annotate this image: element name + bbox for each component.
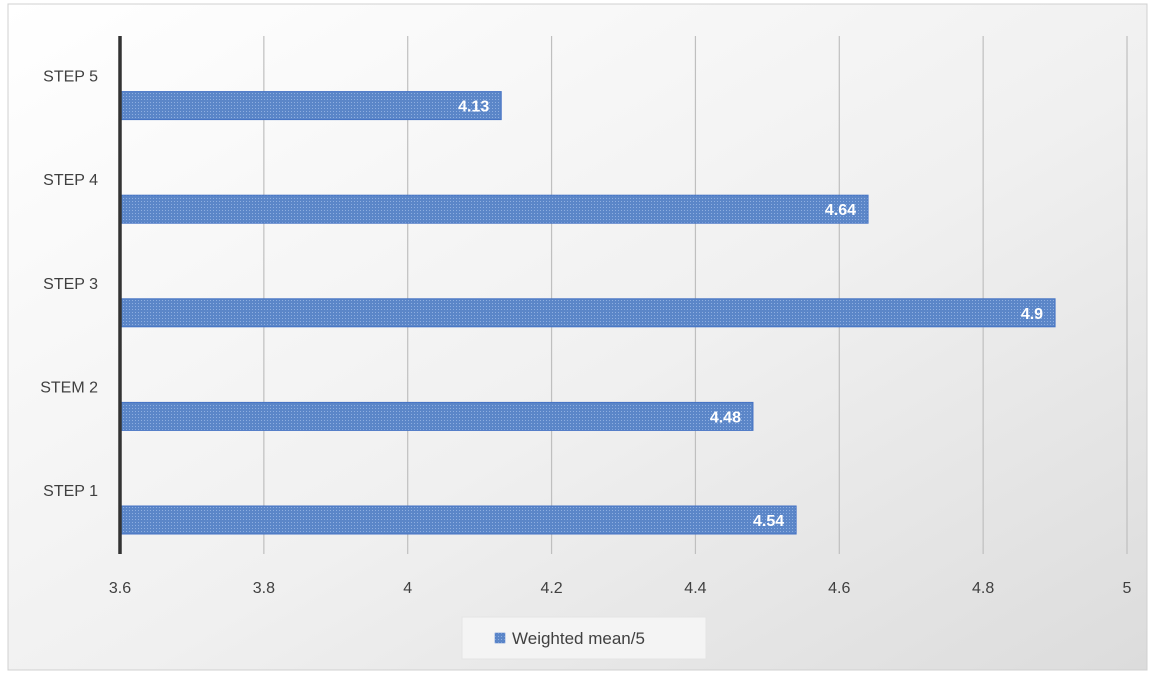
bar: [119, 194, 869, 224]
data-label: 4.64: [825, 202, 856, 219]
x-tick-label: 4: [403, 580, 412, 597]
bar: [119, 91, 502, 121]
gridlines: [263, 36, 1128, 554]
bar: [119, 298, 1056, 328]
bar: [119, 505, 797, 535]
x-tick-label: 4.8: [972, 580, 994, 597]
bar: [119, 401, 754, 431]
x-tick-label: 5: [1123, 580, 1132, 597]
category-label: STEM 2: [40, 379, 98, 396]
bars: [119, 91, 1056, 535]
x-tick-label: 3.8: [253, 580, 275, 597]
legend-label: Weighted mean/5: [512, 629, 645, 648]
labels: 3.6 3.8 4 4.2 4.4 4.6 4.8 5 4.54 STEP 1 4.48 STEM 2…: [40, 69, 1131, 597]
legend: Weighted mean/5: [461, 616, 707, 660]
data-label: 4.9: [1021, 306, 1043, 323]
category-label: STEP 3: [43, 276, 98, 293]
x-tick-label: 4.6: [828, 580, 850, 597]
x-tick-label: 4.4: [684, 580, 706, 597]
x-tick-label: 3.6: [109, 580, 131, 597]
x-tick-label: 4.2: [540, 580, 562, 597]
category-label: STEP 5: [43, 69, 98, 86]
legend-swatch: [494, 632, 506, 644]
data-label: 4.48: [710, 409, 741, 426]
category-label: STEP 1: [43, 483, 98, 500]
data-label: 4.13: [458, 99, 489, 116]
data-label: 4.54: [753, 513, 784, 530]
category-label: STEP 4: [43, 172, 98, 189]
